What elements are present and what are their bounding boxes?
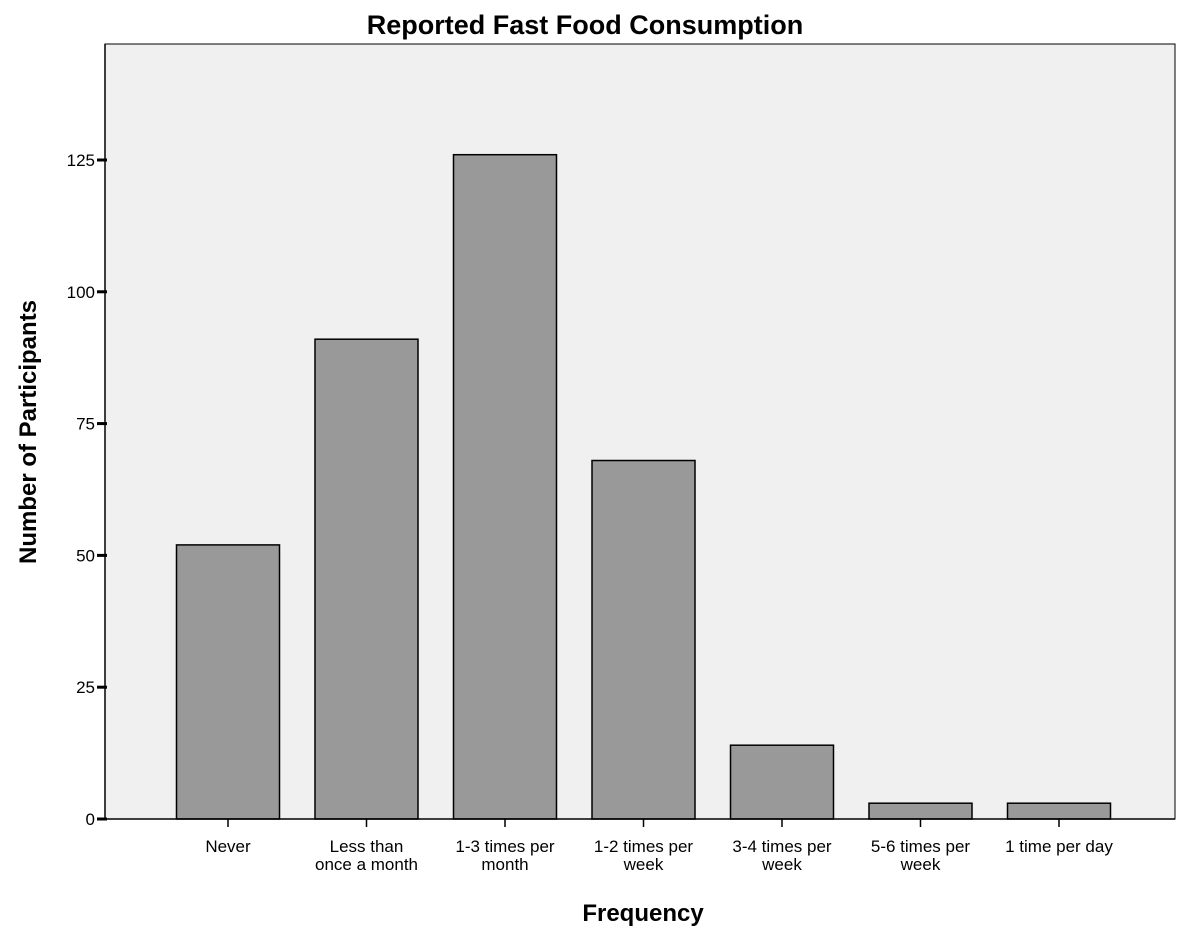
chart-title: Reported Fast Food Consumption — [367, 10, 803, 40]
x-axis: Never Less than once a month 1-3 times per m… — [105, 818, 1175, 874]
x-tick-label-line: 1-2 times per — [594, 837, 694, 856]
x-tick-label: Never — [205, 837, 251, 856]
x-tick-label-line: 5-6 times per — [871, 837, 971, 856]
y-tick-label: 25 — [76, 678, 95, 697]
x-tick-label-line: 3-4 times per — [732, 837, 832, 856]
y-axis: 0 25 50 75 100 125 — [67, 44, 107, 829]
bar-5 — [729, 744, 835, 820]
x-tick-label: 1 time per day — [1005, 837, 1113, 856]
x-tick-label-line: week — [761, 855, 802, 874]
bar-1 — [175, 544, 281, 820]
bar-2 — [314, 338, 419, 820]
y-tick-label: 75 — [76, 415, 95, 434]
bar-3 — [452, 153, 558, 820]
y-axis-title: Number of Participants — [15, 300, 42, 564]
x-tick-label: 1-3 times per month — [455, 837, 555, 874]
x-tick-label-line: Never — [205, 837, 251, 856]
x-tick-label-line: once a month — [315, 855, 418, 874]
x-tick-label-line: 1-3 times per — [455, 837, 555, 856]
y-tick-label: 100 — [67, 283, 95, 302]
bar-6 — [868, 802, 973, 820]
x-tick-label: 1-2 times per week — [594, 837, 694, 874]
y-tick-label: 0 — [86, 810, 95, 829]
x-tick-label: Less than once a month — [315, 837, 418, 874]
x-axis-title: Frequency — [582, 900, 704, 927]
bar-4 — [591, 459, 696, 820]
x-tick-label-line: week — [900, 855, 941, 874]
x-tick-label-line: month — [481, 855, 528, 874]
x-tick-label-line: week — [623, 855, 664, 874]
x-tick-label-line: Less than — [330, 837, 404, 856]
y-tick-label: 50 — [76, 546, 95, 565]
x-tick-label: 3-4 times per week — [732, 837, 832, 874]
x-tick-label-line: 1 time per day — [1005, 837, 1113, 856]
bars — [175, 153, 1112, 820]
x-tick-label: 5-6 times per week — [871, 837, 971, 874]
y-tick-label: 125 — [67, 151, 95, 170]
bar-7 — [1006, 802, 1112, 820]
